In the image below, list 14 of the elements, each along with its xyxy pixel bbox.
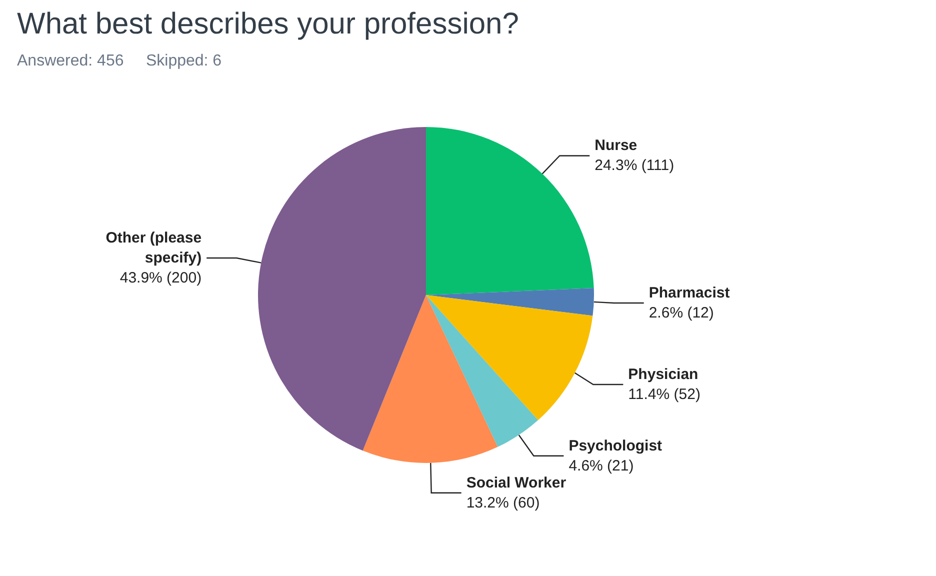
data-label: 43.9% (200) (120, 270, 202, 286)
chart-subtitle: Answered: 456 Skipped: 6 (17, 52, 222, 70)
data-label: 24.3% (111) (594, 157, 674, 174)
slice-label: Pharmacist (648, 284, 730, 302)
slice-label: Other (please specify) (106, 230, 202, 266)
chart-title: What best describes your profession? (17, 8, 519, 40)
slice-label: Psychologist (568, 437, 662, 454)
slice-label: Social Worker (466, 474, 566, 492)
data-label: 2.6% (12) (648, 304, 714, 322)
data-label: 11.4% (52) (628, 386, 700, 404)
data-label: 13.2% (60) (466, 494, 540, 512)
slice-label: Physician (628, 366, 698, 384)
data-label: 4.6% (21) (568, 457, 634, 474)
slice-label: Nurse (594, 137, 638, 154)
